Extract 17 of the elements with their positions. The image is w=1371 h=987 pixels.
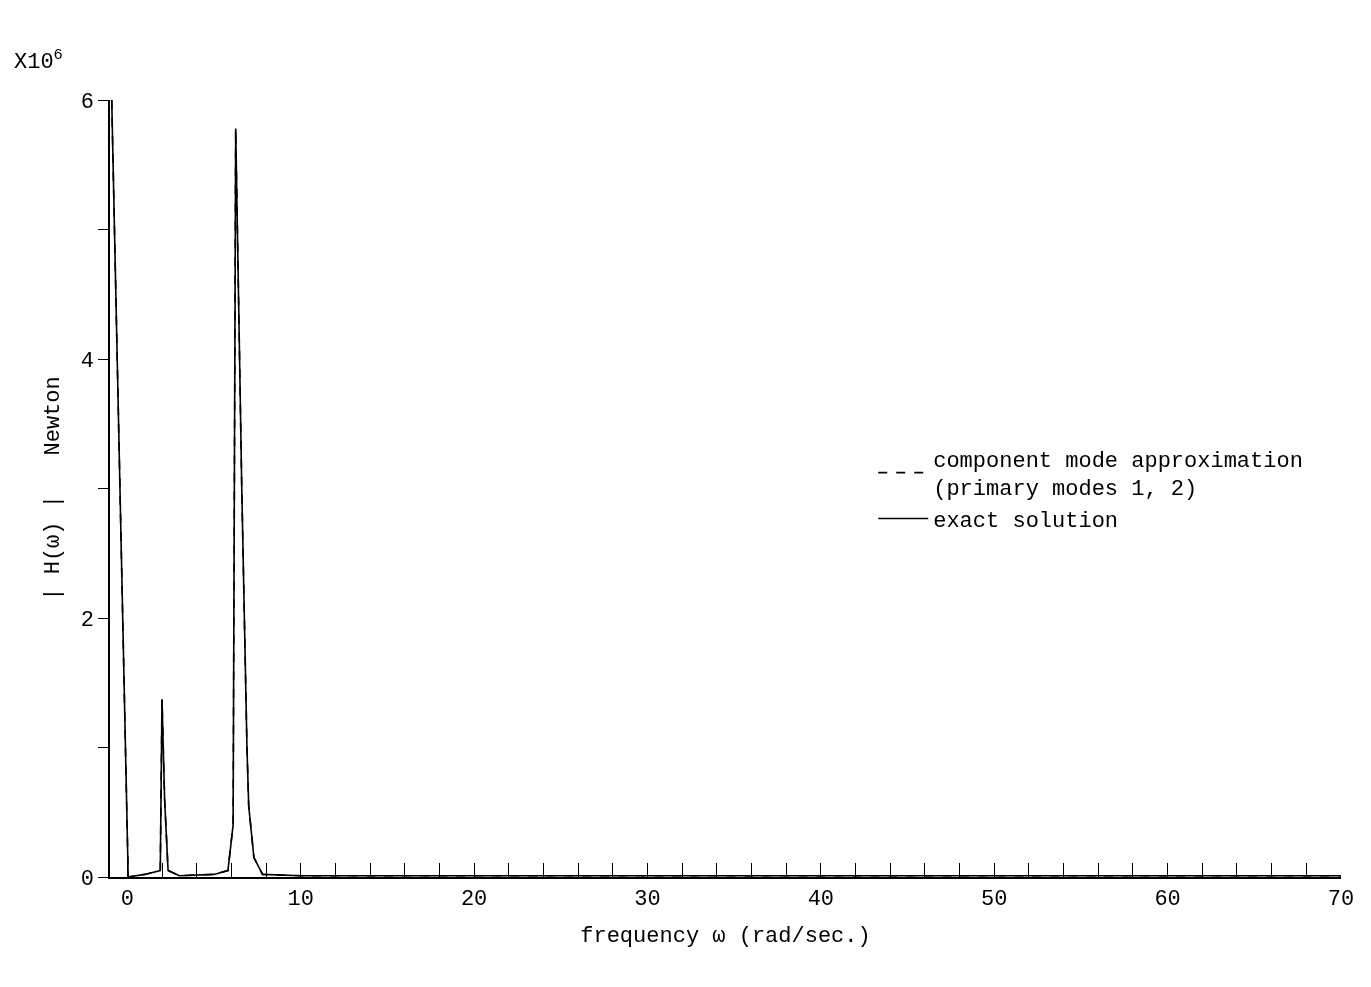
x-tick-label: 30 xyxy=(634,887,661,913)
x-tick-label: 70 xyxy=(1327,887,1355,913)
y-tick-label: 2 xyxy=(80,607,94,633)
y-tick-label: 6 xyxy=(80,89,94,115)
y-axis-title: | H(ω) | Newton xyxy=(40,376,66,601)
legend-label: exact solution xyxy=(933,509,1119,535)
x-tick-label: 40 xyxy=(807,887,835,913)
x-tick-label: 20 xyxy=(460,887,488,913)
text: X10$^{6}$ xyxy=(14,46,63,76)
x-tick-label: 0 xyxy=(120,887,134,913)
x-axis-title: frequency ω (rad/sec.) xyxy=(580,923,871,949)
legend-label: component mode approximation (primary modes 1, 2) xyxy=(933,448,1303,503)
x-tick-label: 10 xyxy=(287,887,314,913)
y-tick-label: 0 xyxy=(80,866,94,892)
y-tick-label: 4 xyxy=(80,348,94,374)
x-tick-label: 50 xyxy=(981,887,1008,913)
x-tick-label: 60 xyxy=(1154,887,1181,913)
